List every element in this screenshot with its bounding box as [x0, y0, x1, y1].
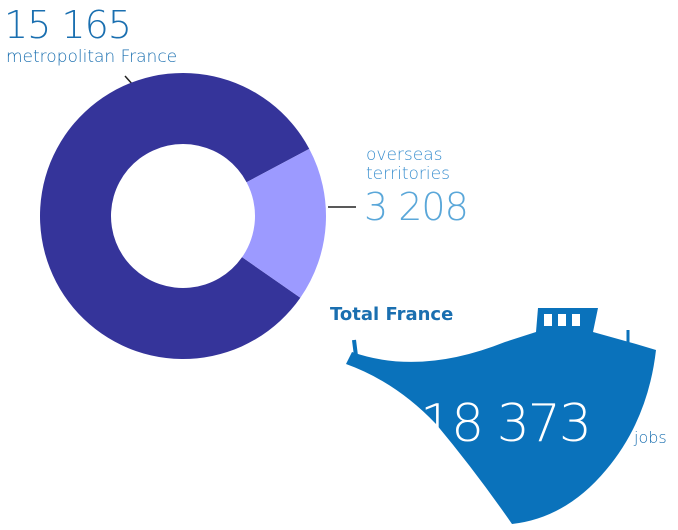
boat-window: [572, 314, 580, 326]
total-unit: jobs: [634, 428, 667, 447]
boat: [346, 308, 656, 524]
category-label: overseas territories: [366, 145, 450, 184]
category-label: metropolitan France: [6, 47, 178, 67]
total-title: Total France: [330, 304, 454, 325]
boat-window: [558, 314, 566, 326]
boat-mast: [352, 339, 358, 357]
total-value: 18 373: [420, 394, 592, 454]
donut-slice: [242, 148, 326, 298]
value-label: 15 165: [4, 3, 132, 47]
boat-window: [544, 314, 552, 326]
value-label: 3 208: [364, 185, 469, 229]
donut-slice: [39, 73, 310, 360]
